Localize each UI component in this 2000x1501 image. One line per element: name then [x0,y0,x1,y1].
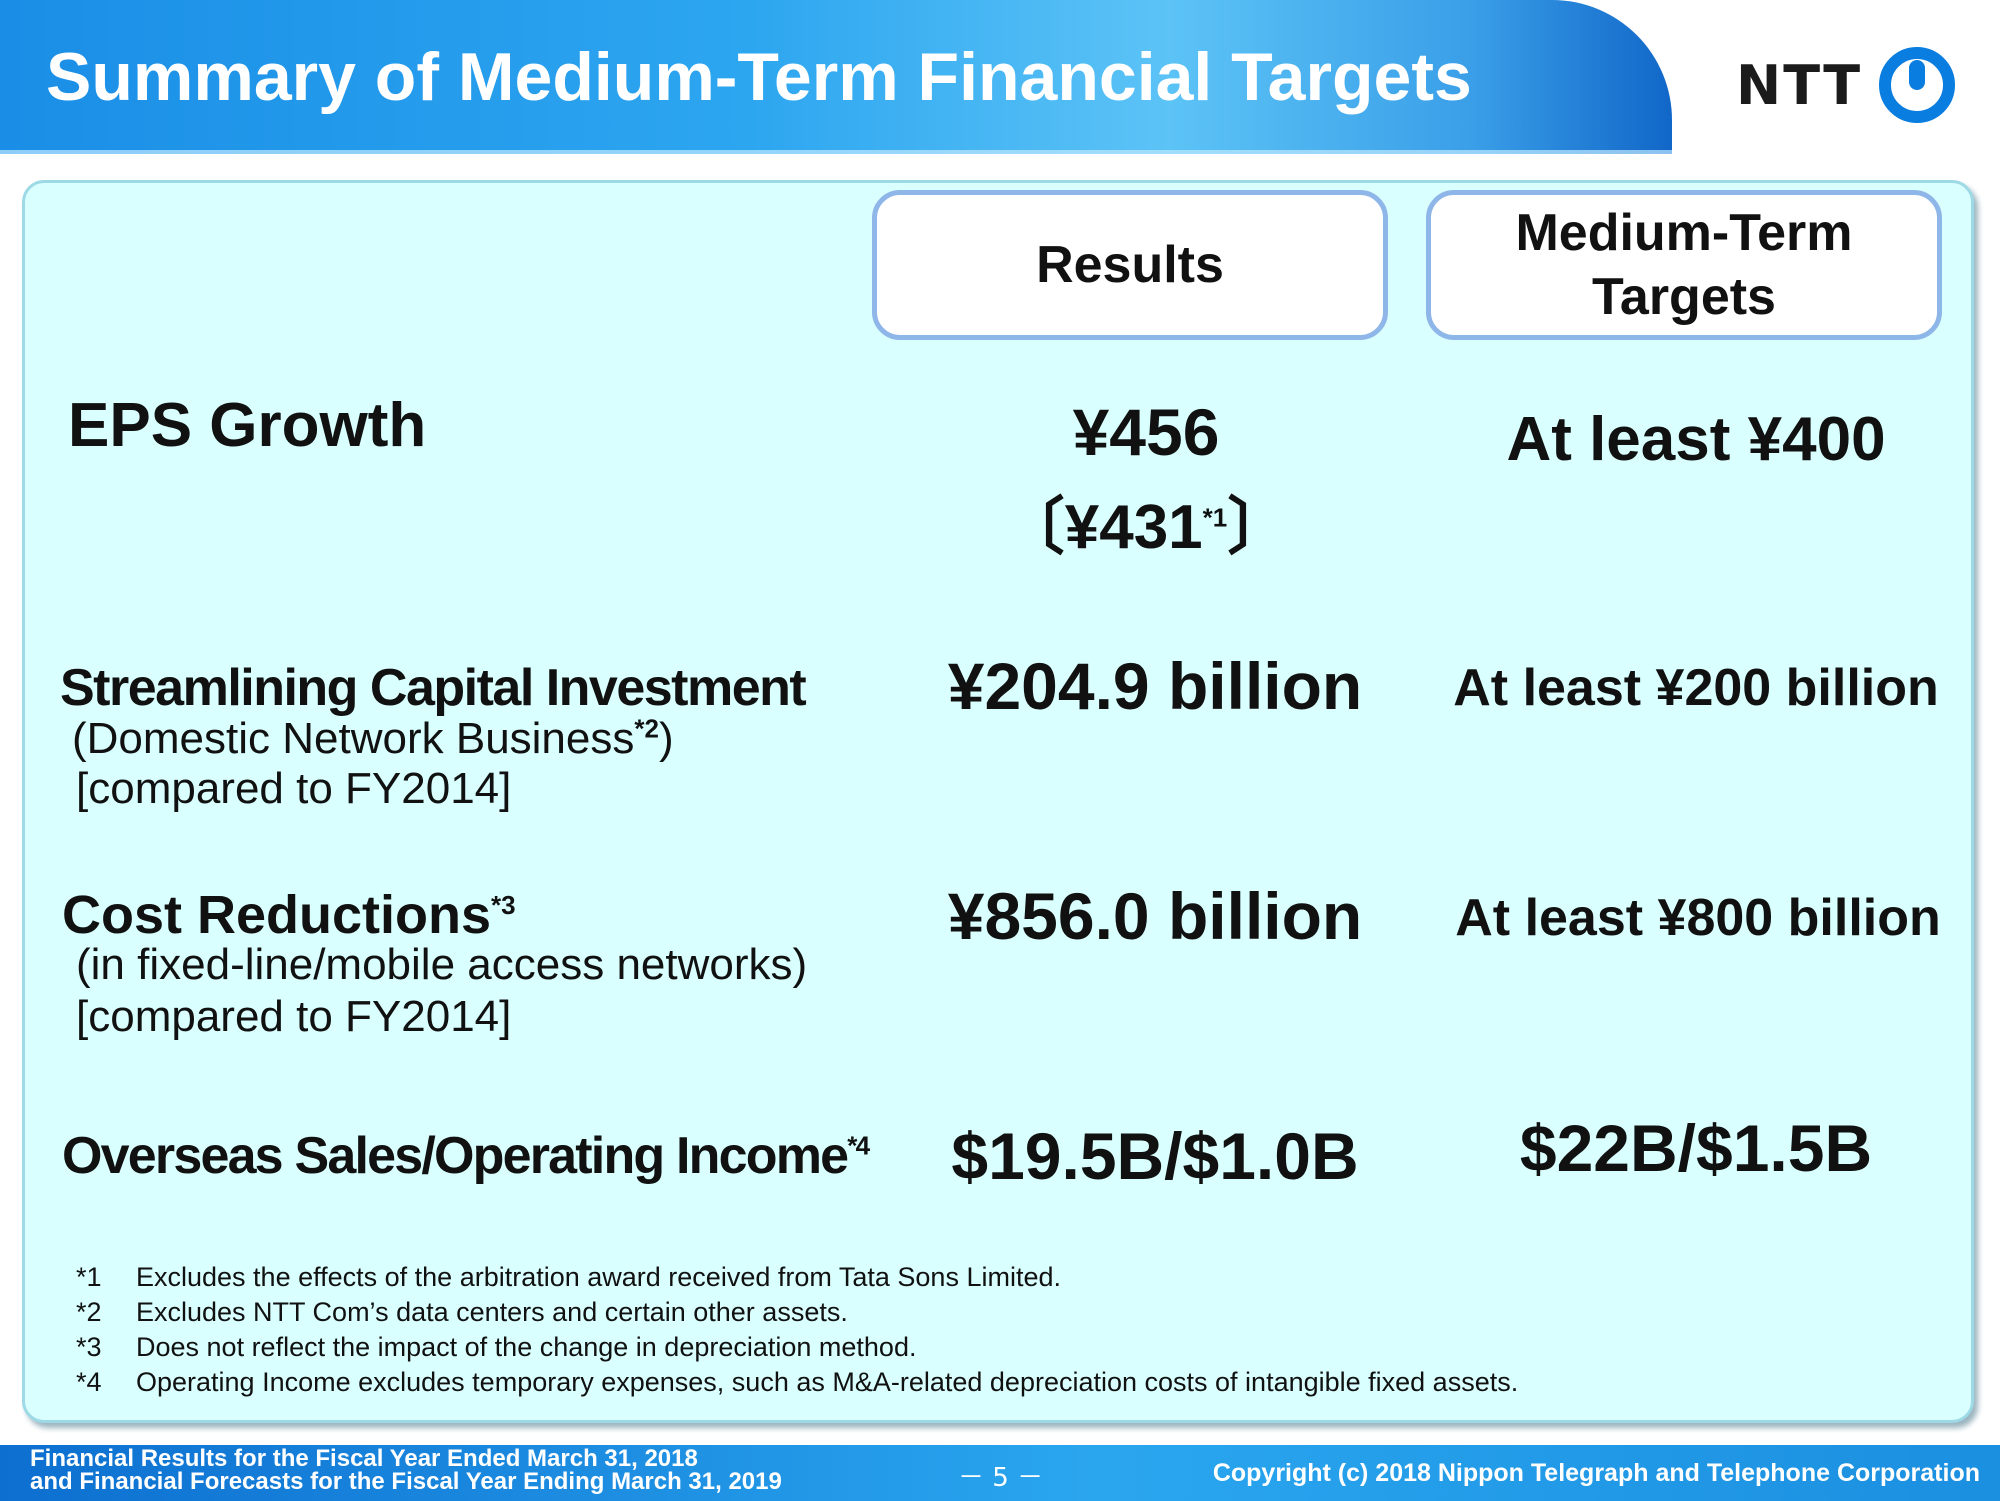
cost-row-comparison: [compared to FY2014] [76,992,512,1041]
footer-bar: Financial Results for the Fiscal Year En… [0,1445,2000,1501]
eps-adjusted-close-bracket: 〕 [1227,493,1290,562]
cost-row-title: Cost Reductions*3 [62,884,516,946]
capex-row-comparison: [compared to FY2014] [76,764,512,813]
page-title: Summary of Medium-Term Financial Targets [46,39,1472,115]
footnote-4-mark: *4 [76,1367,102,1397]
footnote-4: *4 Operating Income excludes temporary ex… [76,1367,1518,1398]
footer-report-line1: Financial Results for the Fiscal Year En… [30,1445,698,1472]
footnote-4-text: Operating Income excludes temporary expe… [136,1367,1519,1397]
capex-footnote-mark: *2 [634,713,659,744]
targets-header-line1: Medium-Term [1515,204,1853,262]
title-banner: Summary of Medium-Term Financial Targets [0,0,1672,154]
overseas-title-text: Overseas Sales/Operating Income [62,1127,849,1185]
capex-row-subtitle: (Domestic Network Business*2) [72,714,674,764]
overseas-footnote-mark: *4 [847,1130,870,1161]
cost-row-subtitle: (in fixed-line/mobile access networks) [76,940,808,989]
results-header-label: Results [1036,236,1224,294]
eps-adjusted-value: ¥431 [1064,493,1203,562]
capex-subtitle-close: ) [658,714,674,763]
cost-footnote-mark: *3 [491,890,516,920]
ntt-logo: NTT [1736,40,1956,130]
eps-result-adjusted: 〔¥431*1〕 [872,476,1420,566]
footnote-2-mark: *2 [76,1297,102,1327]
eps-row-title: EPS Growth [68,391,427,460]
cost-title-text: Cost Reductions [62,885,492,945]
eps-adjusted-footnote-mark: *1 [1202,502,1228,533]
ntt-logo-icon [1879,47,1956,123]
results-column-header: Results [872,190,1388,340]
footer-report-title: Financial Results for the Fiscal Year En… [30,1445,782,1495]
footnote-3-text: Does not reflect the impact of the chang… [136,1332,917,1362]
content-panel [22,180,1974,1423]
capex-row-title: Streamlining Capital Investment [60,659,807,717]
footnote-2: *2 Excludes NTT Com’s data centers and ce… [76,1297,848,1328]
capex-target-value: At least ¥200 billion [1453,659,1939,717]
footnote-1-text: Excludes the effects of the arbitration … [136,1262,1061,1292]
footnote-1: *1 Excludes the effects of the arbitratio… [76,1262,1061,1293]
eps-target-value: At least ¥400 [1506,405,1886,474]
logo-text: NTT [1736,53,1863,117]
cost-target-value: At least ¥800 billion [1455,889,1941,947]
page-number: － 5 － [958,1463,1044,1493]
overseas-row-title: Overseas Sales/Operating Income*4 [62,1126,870,1186]
overseas-result-value: $19.5B/$1.0B [951,1119,1359,1193]
overseas-target-value: $22B/$1.5B [1519,1111,1873,1185]
footer-report-line2: and Financial Forecasts for the Fiscal Y… [30,1468,782,1495]
cost-result-value: ¥856.0 billion [947,879,1363,953]
footnote-2-text: Excludes NTT Com’s data centers and cert… [136,1297,848,1327]
targets-header-line2: Targets [1592,268,1776,326]
footnote-3: *3 Does not reflect the impact of the cha… [76,1332,916,1363]
capex-subtitle-text: (Domestic Network Business [72,714,635,763]
targets-column-header: Medium-Term Targets [1426,190,1942,340]
footer-copyright: Copyright (c) 2018 Nippon Telegraph and … [1212,1459,1980,1487]
footnote-3-mark: *3 [76,1332,102,1362]
eps-result-value: ¥456 [1072,395,1220,469]
eps-adjusted-open-bracket: 〔 [1002,493,1065,562]
capex-result-value: ¥204.9 billion [947,649,1363,723]
footnote-1-mark: *1 [76,1262,102,1292]
